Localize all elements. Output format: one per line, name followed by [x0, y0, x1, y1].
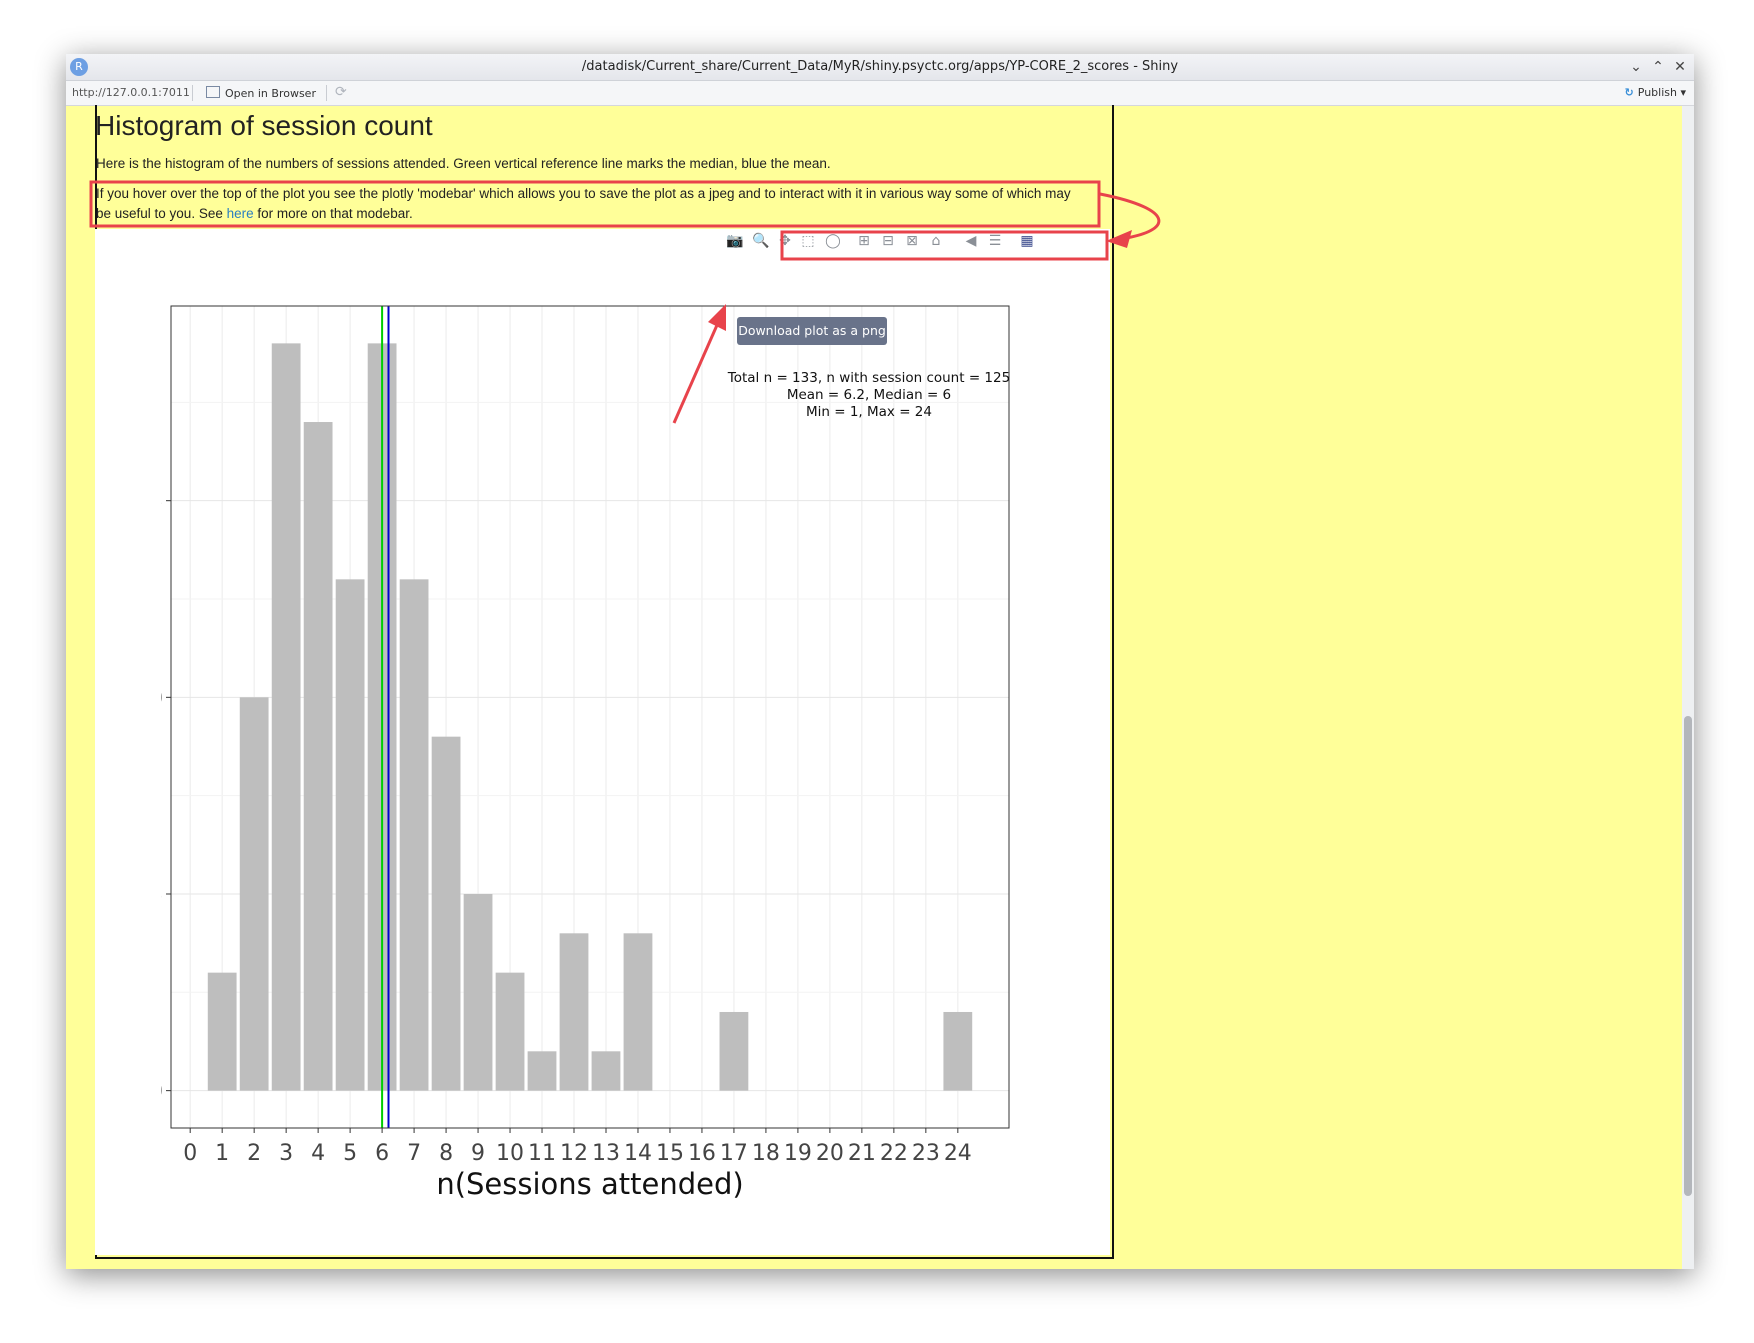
r-app-icon: R — [70, 58, 88, 76]
x-tick-label: 15 — [656, 1141, 684, 1166]
maximize-button[interactable]: ⌃ — [1652, 59, 1664, 75]
histogram-bar — [463, 893, 493, 1091]
modebar-description-line2-end: for more on that modebar. — [253, 205, 413, 221]
x-tick-label: 11 — [528, 1141, 556, 1166]
url-label: http://127.0.0.1:7011 — [72, 86, 190, 99]
histogram-bar — [431, 736, 461, 1091]
y-tick-label: 5 — [161, 883, 163, 908]
reset-axes-icon[interactable]: ⌂ — [931, 233, 941, 249]
refresh-icon[interactable]: ⟳ — [335, 84, 347, 100]
x-tick-label: 8 — [439, 1141, 453, 1166]
histogram-chart: 0510150123456789101112131415161718192021… — [161, 305, 1010, 1201]
toolbar-divider — [192, 85, 193, 101]
stats-annotation-line: Min = 1, Max = 24 — [806, 404, 932, 420]
scrollbar-thumb[interactable] — [1684, 716, 1692, 1196]
x-tick-label: 2 — [247, 1141, 261, 1166]
x-tick-label: 10 — [496, 1141, 524, 1166]
x-tick-label: 18 — [752, 1141, 780, 1166]
hover-compare-icon[interactable]: ☰ — [988, 233, 1002, 249]
modebar-help-link[interactable]: here — [226, 205, 254, 221]
x-tick-label: 13 — [592, 1141, 620, 1166]
histogram-bar — [303, 422, 333, 1091]
x-tick-label: 6 — [375, 1141, 389, 1166]
x-tick-label: 1 — [215, 1141, 229, 1166]
shiny-window: R /datadisk/Current_share/Current_Data/M… — [66, 54, 1694, 1269]
page-title: Histogram of session count — [95, 110, 433, 141]
x-tick-label: 22 — [880, 1141, 908, 1166]
histogram-bar — [719, 1011, 749, 1091]
publish-label: Publish — [1637, 86, 1677, 99]
x-tick-label: 20 — [816, 1141, 844, 1166]
x-tick-label: 7 — [407, 1141, 421, 1166]
histogram-bar — [591, 1051, 621, 1091]
x-axis-title: n(Sessions attended) — [436, 1167, 743, 1201]
x-tick-label: 0 — [183, 1141, 197, 1166]
x-tick-label: 19 — [784, 1141, 812, 1166]
histogram-bar — [271, 343, 301, 1091]
x-tick-label: 21 — [848, 1141, 876, 1166]
publish-button[interactable]: ↻ Publish ▾ — [1624, 86, 1686, 99]
y-tick-label: 10 — [161, 686, 163, 711]
histogram-bar — [943, 1011, 973, 1091]
close-button[interactable]: ✕ — [1674, 59, 1686, 75]
title-bar: R /datadisk/Current_share/Current_Data/M… — [66, 54, 1694, 81]
zoom-in-icon[interactable]: ⊞ — [858, 233, 870, 249]
hover-closest-icon[interactable]: ◀ — [965, 233, 977, 249]
histogram-bar — [527, 1051, 557, 1091]
y-tick-label: 15 — [161, 490, 163, 515]
histogram-bar — [399, 579, 429, 1091]
x-tick-label: 4 — [311, 1141, 325, 1166]
download-png-tooltip: Download plot as a png — [737, 317, 887, 345]
modebar-description: If you hover over the top of the plot yo… — [96, 184, 1071, 223]
zoom-icon[interactable]: 🔍 — [752, 233, 770, 249]
plotly-modebar: 📷 🔍 ✥ ⬚ ◯ ⊞ ⊟ ⊠ ⌂ ◀ ☰ ▦ — [95, 229, 1110, 253]
stats-annotation-line: Total n = 133, n with session count = 12… — [727, 370, 1010, 386]
y-tick-label: 0 — [161, 1080, 163, 1105]
open-in-browser-button[interactable]: Open in Browser — [206, 86, 316, 100]
box-select-icon[interactable]: ⬚ — [801, 233, 815, 249]
open-in-browser-label: Open in Browser — [225, 87, 316, 100]
x-tick-label: 9 — [471, 1141, 485, 1166]
stats-annotation-line: Mean = 6.2, Median = 6 — [787, 387, 951, 403]
histogram-bar — [207, 972, 237, 1091]
pan-icon[interactable]: ✥ — [779, 233, 791, 249]
x-tick-label: 24 — [944, 1141, 972, 1166]
zoom-out-icon[interactable]: ⊟ — [882, 233, 894, 249]
histogram-bar — [335, 579, 365, 1091]
histogram-bar — [495, 972, 525, 1091]
x-tick-label: 17 — [720, 1141, 748, 1166]
plotly-logo-icon[interactable]: ▦ — [1020, 233, 1034, 249]
histogram-bar — [623, 933, 653, 1091]
publish-icon: ↻ — [1624, 86, 1634, 99]
modebar-description-line1: If you hover over the top of the plot yo… — [96, 186, 1071, 201]
histogram-bar — [559, 933, 589, 1091]
toolbar-divider — [326, 85, 327, 101]
window-title: /datadisk/Current_share/Current_Data/MyR… — [581, 59, 1179, 74]
histogram-bar — [239, 697, 269, 1091]
x-tick-label: 23 — [912, 1141, 940, 1166]
modebar-description-line2: be useful to you. See — [96, 205, 227, 221]
autoscale-icon[interactable]: ⊠ — [906, 233, 918, 249]
plot-panel-border — [170, 305, 1010, 1129]
minimize-button[interactable]: ⌄ — [1630, 59, 1642, 75]
x-tick-label: 12 — [560, 1141, 588, 1166]
camera-icon[interactable]: 📷 — [726, 233, 744, 249]
histogram-description: Here is the histogram of the numbers of … — [96, 156, 831, 171]
open-external-icon — [206, 86, 220, 98]
x-tick-label: 14 — [624, 1141, 652, 1166]
viewer-toolbar: http://127.0.0.1:7011 Open in Browser ⟳ … — [66, 81, 1694, 106]
x-tick-label: 5 — [343, 1141, 357, 1166]
x-tick-label: 3 — [279, 1141, 293, 1166]
x-tick-label: 16 — [688, 1141, 716, 1166]
lasso-icon[interactable]: ◯ — [825, 233, 841, 249]
